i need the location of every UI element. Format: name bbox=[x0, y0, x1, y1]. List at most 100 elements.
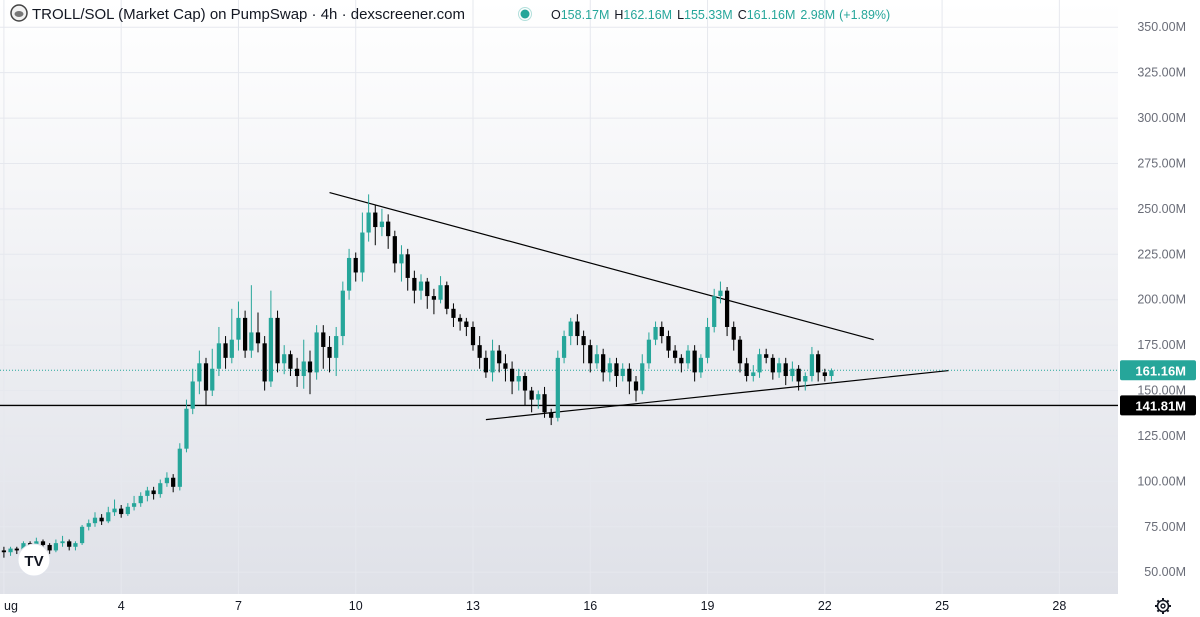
tradingview-logo-text: TV bbox=[24, 553, 43, 570]
candle bbox=[223, 336, 228, 369]
candle-body bbox=[79, 526, 85, 544]
candle-body bbox=[816, 354, 821, 373]
gear-icon[interactable] bbox=[1155, 598, 1171, 614]
candle bbox=[314, 325, 319, 380]
plot-background bbox=[0, 0, 1118, 594]
candle bbox=[751, 365, 756, 382]
candle bbox=[125, 503, 130, 516]
candle bbox=[627, 363, 632, 395]
price-tick-label: 125.00M bbox=[1137, 429, 1186, 443]
time-axis-panel bbox=[0, 594, 1200, 617]
candle bbox=[301, 339, 306, 389]
candle bbox=[294, 357, 300, 387]
open-label: O bbox=[551, 8, 561, 22]
candle-body bbox=[53, 543, 59, 551]
candle-body bbox=[1, 550, 7, 553]
candle bbox=[373, 205, 378, 246]
candle bbox=[8, 546, 13, 556]
candle bbox=[346, 248, 352, 300]
candle bbox=[757, 348, 762, 378]
candle-body bbox=[125, 506, 130, 515]
time-axis[interactable]: ug 4 7 10 13 16 19 22 25 28 bbox=[4, 599, 1066, 613]
candle bbox=[99, 514, 104, 525]
candle-body bbox=[131, 503, 137, 507]
candle-body bbox=[210, 368, 215, 391]
candle-body bbox=[633, 381, 639, 391]
candle bbox=[418, 274, 424, 300]
candle-body bbox=[112, 508, 117, 513]
horizontal-level-tag-label: 141.81M bbox=[1135, 398, 1186, 413]
volume-value: 2.98M bbox=[800, 8, 835, 22]
candle bbox=[171, 474, 176, 493]
candle-body bbox=[268, 317, 274, 382]
candle bbox=[145, 486, 150, 502]
candle-body bbox=[138, 495, 143, 504]
candle-body bbox=[549, 412, 554, 418]
change-value: (+1.89%) bbox=[839, 8, 890, 22]
symbol-title[interactable]: TROLL/SOL (Market Cap) on PumpSwap · 4h … bbox=[32, 6, 465, 23]
candle bbox=[216, 326, 222, 377]
tradingview-logo[interactable]: TV bbox=[17, 543, 51, 577]
candle bbox=[497, 345, 502, 373]
candle-body bbox=[822, 372, 827, 377]
grid bbox=[0, 0, 1118, 594]
candle bbox=[816, 350, 821, 382]
candle bbox=[770, 354, 775, 380]
candle-body bbox=[242, 317, 248, 351]
candle bbox=[542, 386, 547, 418]
candle bbox=[601, 348, 606, 382]
candle bbox=[340, 281, 345, 346]
candle bbox=[764, 348, 769, 364]
candle bbox=[131, 495, 137, 511]
candle-body bbox=[14, 548, 19, 551]
candle bbox=[158, 479, 163, 498]
token-logo-face bbox=[14, 11, 24, 17]
price-axis[interactable]: 50.00M 75.00M 100.00M 125.00M 150.00M 175.00M… bbox=[1137, 20, 1186, 579]
candle-body bbox=[522, 376, 528, 391]
price-tick-label: 75.00M bbox=[1144, 520, 1186, 534]
current-price-tag-box bbox=[1120, 360, 1196, 381]
candle-body bbox=[86, 523, 91, 527]
candle bbox=[737, 336, 743, 373]
price-tags: 161.16M 141.81M bbox=[1120, 360, 1196, 416]
candle bbox=[561, 330, 567, 364]
candle-body bbox=[764, 354, 769, 358]
candle bbox=[379, 208, 385, 237]
candle-body bbox=[334, 336, 339, 358]
candle-body bbox=[177, 448, 182, 487]
candle-body bbox=[497, 350, 502, 364]
candle bbox=[321, 325, 326, 369]
chart-header: TROLL/SOL (Market Cap) on PumpSwap · 4h … bbox=[10, 4, 890, 23]
time-tick-label: 28 bbox=[1052, 599, 1066, 613]
candle bbox=[53, 539, 59, 553]
candle-body bbox=[197, 363, 202, 382]
time-tick-label: 19 bbox=[701, 599, 715, 613]
candle bbox=[334, 326, 339, 377]
candle bbox=[555, 350, 560, 422]
candle-body bbox=[653, 326, 658, 340]
candle-body bbox=[451, 308, 456, 318]
candle-body bbox=[418, 281, 424, 291]
candle-body bbox=[483, 357, 489, 373]
candle bbox=[640, 354, 645, 395]
candle bbox=[646, 332, 652, 369]
candle bbox=[509, 361, 515, 395]
candle bbox=[575, 314, 580, 346]
candle-body bbox=[288, 354, 293, 369]
candle bbox=[353, 252, 358, 282]
market-status-ring-icon bbox=[518, 7, 532, 21]
candle bbox=[184, 399, 189, 453]
candle-body bbox=[373, 212, 378, 228]
candle bbox=[776, 357, 782, 378]
candle-body bbox=[737, 339, 743, 364]
candle bbox=[203, 357, 209, 406]
candle-body bbox=[568, 321, 573, 337]
candle-body bbox=[712, 296, 717, 327]
candle bbox=[197, 350, 202, 395]
candle-body bbox=[321, 332, 326, 347]
horizontal-level-tag: 141.81M bbox=[1120, 395, 1196, 416]
candle-body bbox=[366, 212, 371, 233]
candle bbox=[718, 281, 723, 304]
time-tick-label: 13 bbox=[466, 599, 480, 613]
